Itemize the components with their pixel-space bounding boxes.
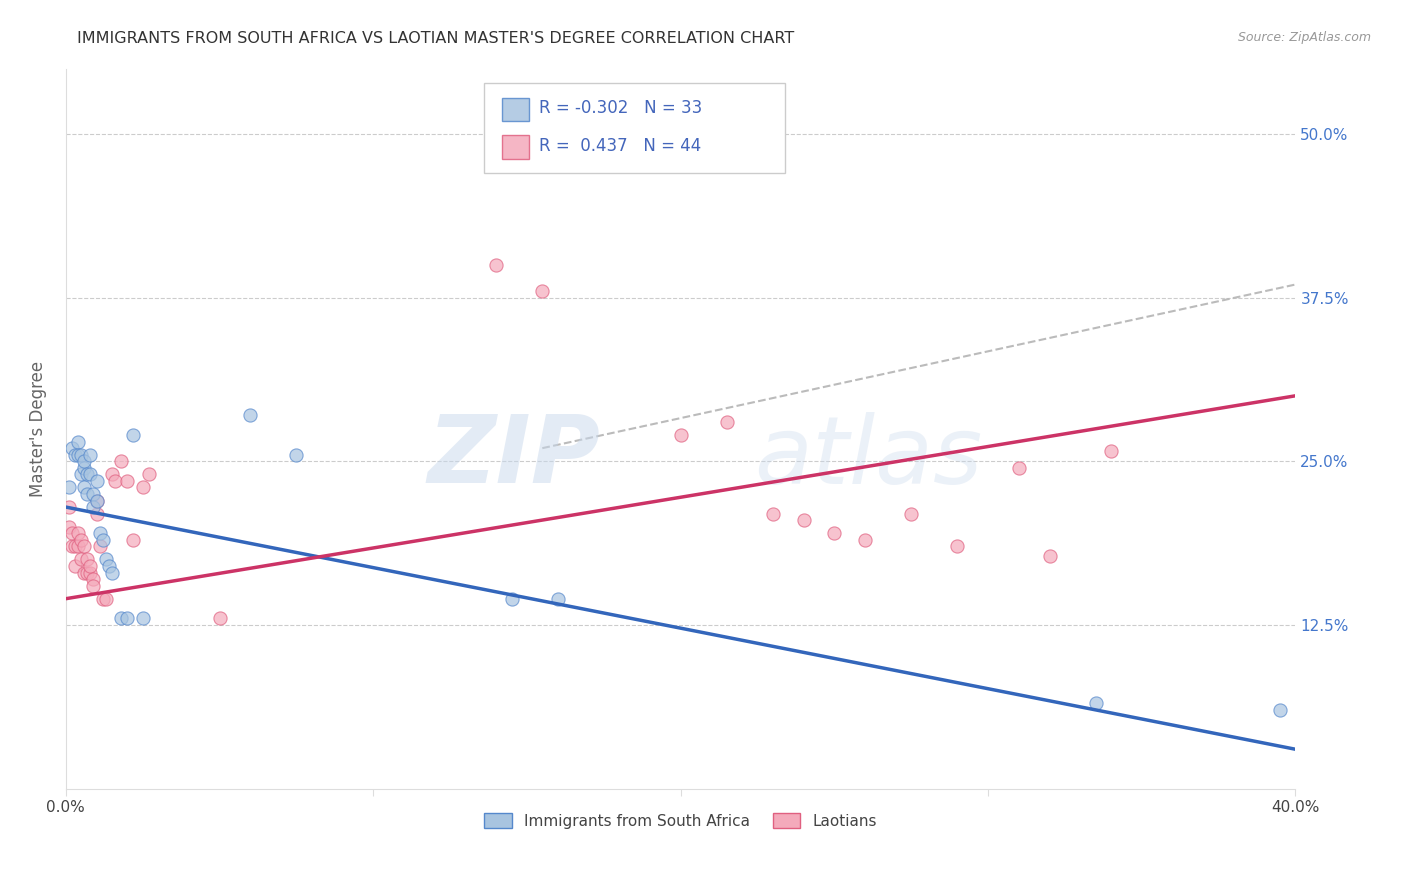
Point bbox=[1038, 549, 1060, 563]
Point bbox=[76, 552, 98, 566]
Point bbox=[73, 539, 96, 553]
Text: R =  0.437   N = 44: R = 0.437 N = 44 bbox=[540, 136, 702, 155]
Point bbox=[900, 507, 922, 521]
Point bbox=[86, 474, 108, 488]
Point bbox=[1084, 697, 1107, 711]
Point bbox=[117, 611, 139, 625]
Point bbox=[79, 467, 101, 482]
Point bbox=[67, 448, 90, 462]
Text: R = -0.302   N = 33: R = -0.302 N = 33 bbox=[540, 100, 703, 118]
Point bbox=[97, 559, 120, 574]
FancyBboxPatch shape bbox=[484, 83, 785, 173]
Point bbox=[76, 566, 98, 580]
Point bbox=[60, 441, 83, 455]
Point bbox=[547, 591, 569, 606]
Point bbox=[1008, 460, 1031, 475]
Point bbox=[67, 526, 90, 541]
Point bbox=[89, 539, 111, 553]
Point bbox=[70, 533, 93, 547]
Point bbox=[138, 467, 160, 482]
Point bbox=[67, 539, 90, 553]
Point bbox=[823, 526, 845, 541]
Point bbox=[762, 507, 785, 521]
Point bbox=[79, 559, 101, 574]
Point bbox=[73, 460, 96, 475]
Point bbox=[110, 454, 132, 468]
Point bbox=[58, 480, 80, 494]
Point bbox=[285, 448, 308, 462]
Point bbox=[70, 552, 93, 566]
Point bbox=[91, 533, 114, 547]
Point bbox=[58, 500, 80, 514]
Point bbox=[70, 467, 93, 482]
Point bbox=[63, 448, 86, 462]
Point bbox=[89, 526, 111, 541]
Point bbox=[76, 487, 98, 501]
Text: atlas: atlas bbox=[755, 412, 983, 503]
Point bbox=[485, 258, 508, 272]
Point bbox=[122, 533, 145, 547]
Point bbox=[91, 591, 114, 606]
Text: Source: ZipAtlas.com: Source: ZipAtlas.com bbox=[1237, 31, 1371, 45]
Point bbox=[79, 448, 101, 462]
Point bbox=[82, 487, 104, 501]
Point bbox=[531, 284, 554, 298]
Point bbox=[131, 480, 153, 494]
Point bbox=[76, 467, 98, 482]
Point bbox=[110, 611, 132, 625]
Point bbox=[94, 552, 117, 566]
Point bbox=[131, 611, 153, 625]
Point bbox=[101, 467, 124, 482]
Text: IMMIGRANTS FROM SOUTH AFRICA VS LAOTIAN MASTER'S DEGREE CORRELATION CHART: IMMIGRANTS FROM SOUTH AFRICA VS LAOTIAN … bbox=[77, 31, 794, 46]
Point bbox=[63, 539, 86, 553]
Point bbox=[58, 519, 80, 533]
Text: ZIP: ZIP bbox=[427, 411, 600, 503]
Point bbox=[82, 500, 104, 514]
Point bbox=[79, 566, 101, 580]
Point bbox=[239, 409, 262, 423]
Point bbox=[60, 526, 83, 541]
Point bbox=[94, 591, 117, 606]
Point bbox=[86, 507, 108, 521]
Point bbox=[82, 572, 104, 586]
Point bbox=[70, 448, 93, 462]
Point bbox=[793, 513, 815, 527]
Point bbox=[669, 428, 692, 442]
Point bbox=[63, 559, 86, 574]
Point bbox=[117, 474, 139, 488]
Point bbox=[853, 533, 876, 547]
Point bbox=[1099, 443, 1122, 458]
Point bbox=[208, 611, 231, 625]
Point bbox=[122, 428, 145, 442]
FancyBboxPatch shape bbox=[502, 136, 530, 159]
Point bbox=[716, 415, 738, 429]
Point bbox=[86, 493, 108, 508]
Legend: Immigrants from South Africa, Laotians: Immigrants from South Africa, Laotians bbox=[478, 807, 883, 835]
Point bbox=[501, 591, 523, 606]
Point bbox=[104, 474, 127, 488]
Point bbox=[60, 539, 83, 553]
Point bbox=[82, 579, 104, 593]
Point bbox=[946, 539, 969, 553]
Y-axis label: Master's Degree: Master's Degree bbox=[30, 360, 46, 497]
Point bbox=[101, 566, 124, 580]
Point bbox=[86, 493, 108, 508]
Point bbox=[73, 480, 96, 494]
Point bbox=[73, 454, 96, 468]
FancyBboxPatch shape bbox=[502, 98, 530, 121]
Point bbox=[1268, 703, 1291, 717]
Point bbox=[67, 434, 90, 449]
Point bbox=[73, 566, 96, 580]
